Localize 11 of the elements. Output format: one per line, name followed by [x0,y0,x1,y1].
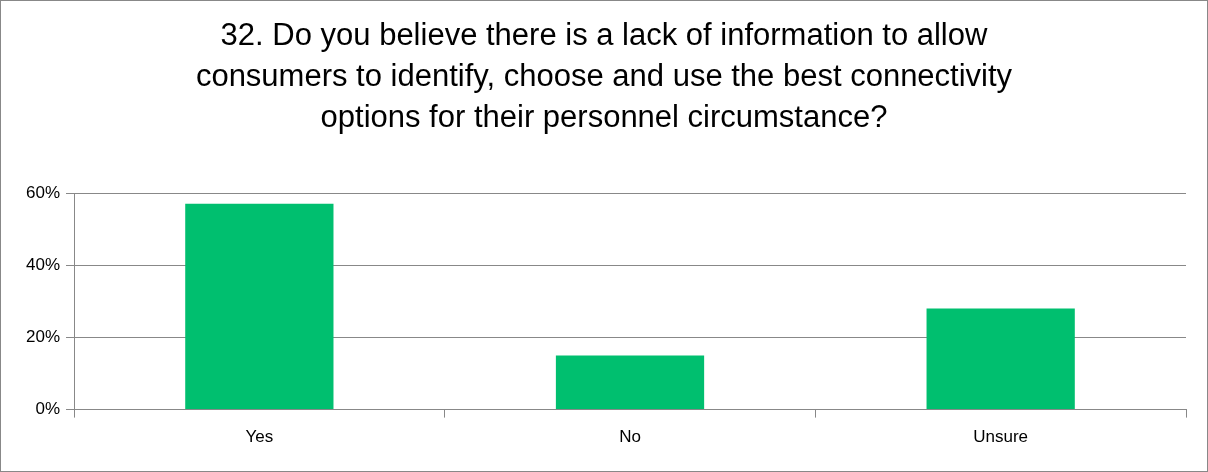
bar [555,355,705,410]
y-tick-label: 20% [25,327,61,347]
y-tick-label: 60% [25,182,61,202]
y-tick-label: 0% [35,399,61,419]
x-tick-label: No [619,427,641,447]
bar [926,308,1075,410]
y-tick-label: 40% [25,254,61,274]
bar [185,203,334,410]
x-tick-label: Unsure [973,427,1029,447]
chart-title: 32. Do you believe there is a lack of information to allow consumers to identify, choose and use the best connectivity options for their personnel circumstance? [194,16,1014,136]
x-tick-label: Yes [245,427,274,447]
